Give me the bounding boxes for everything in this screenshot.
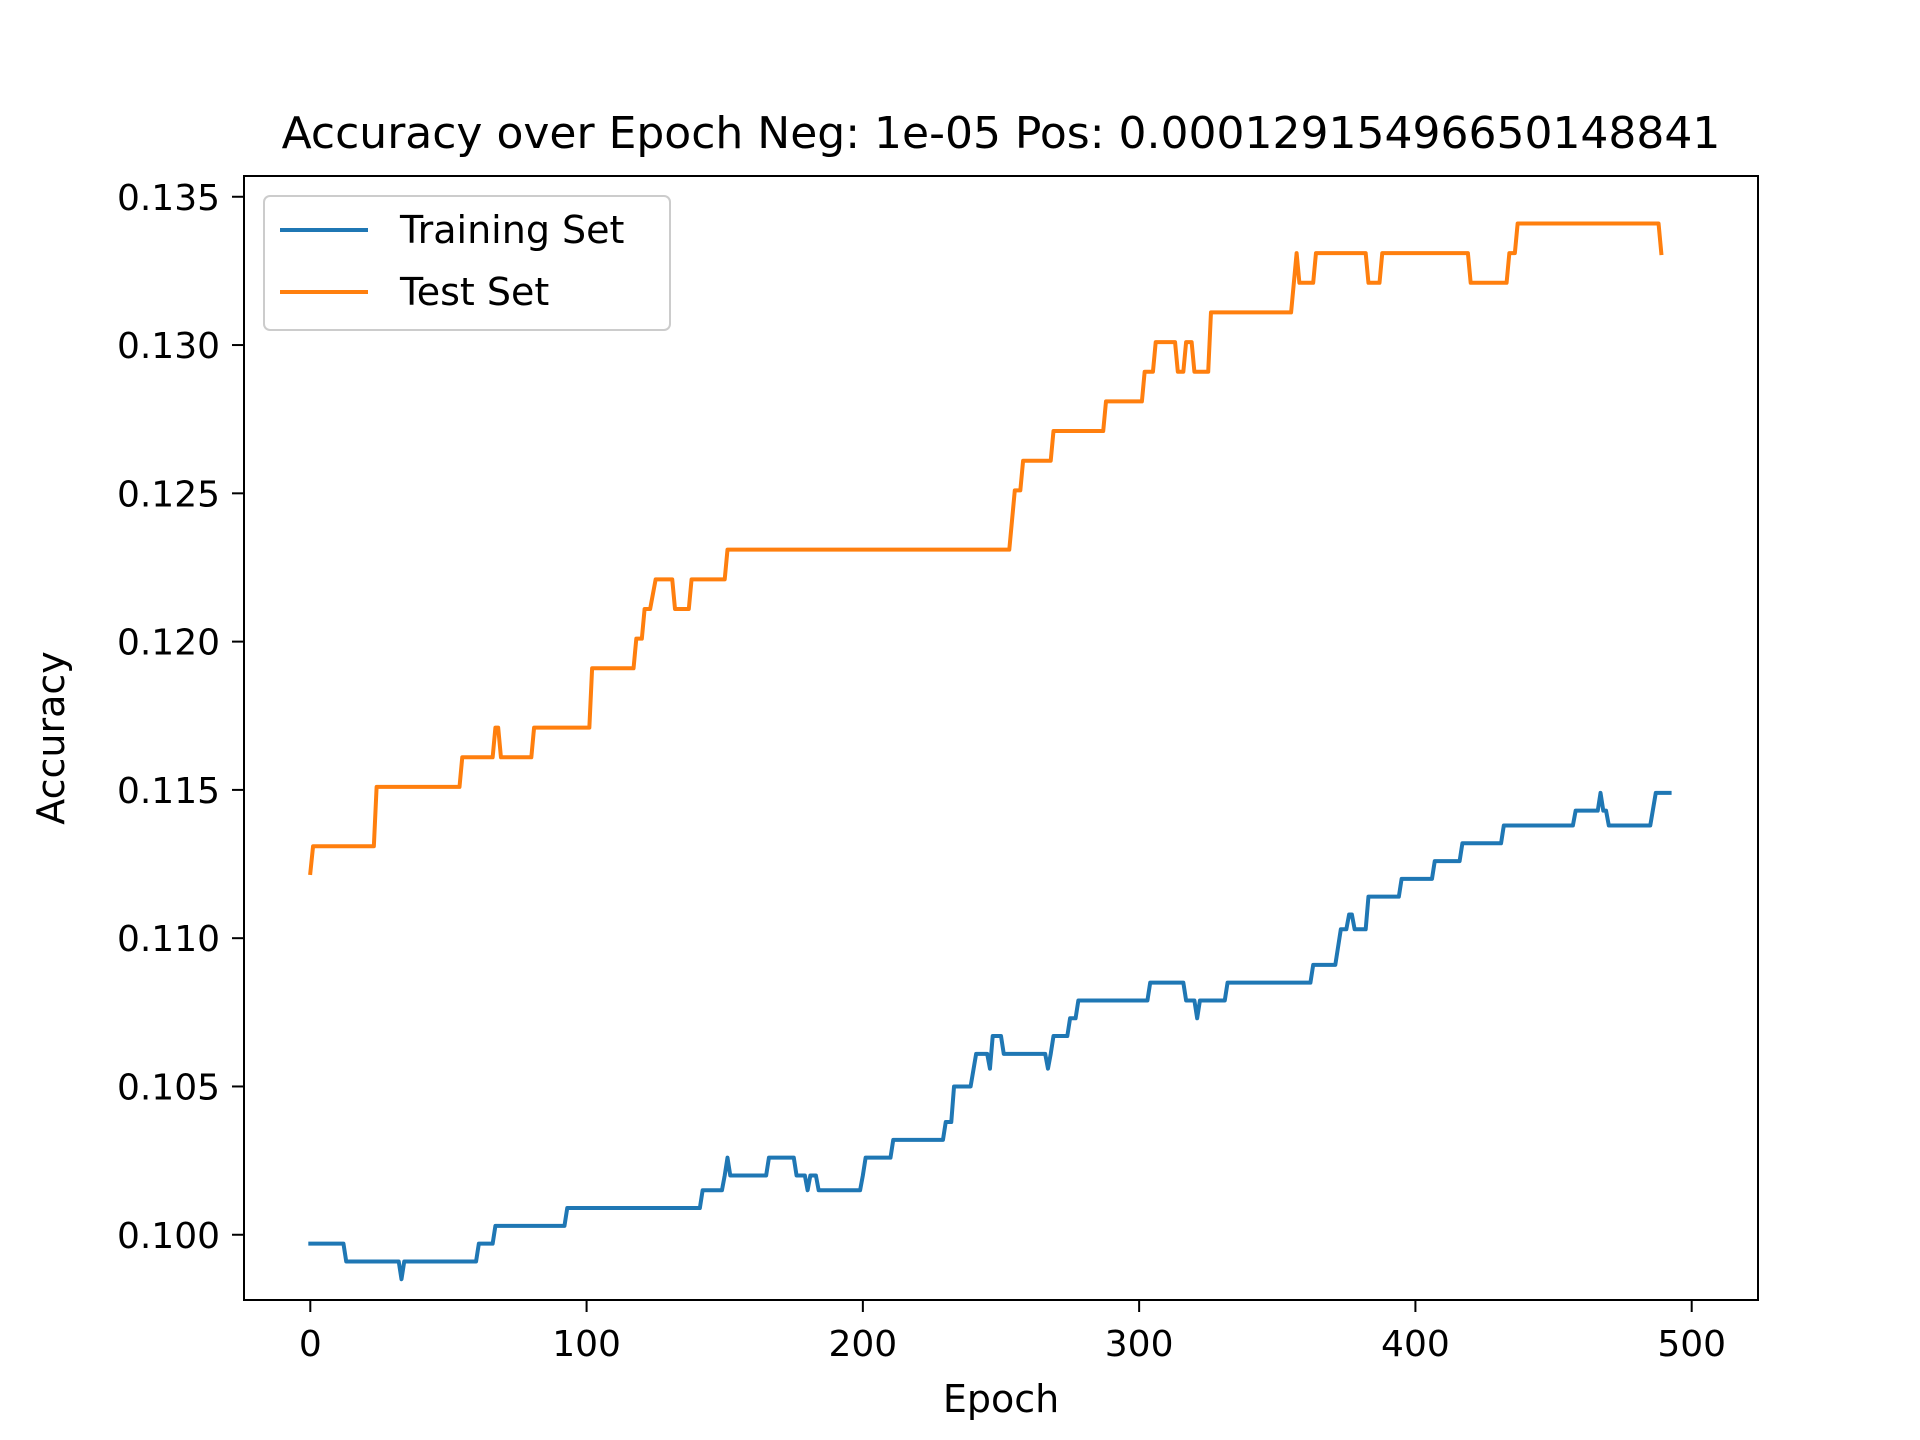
y-tick-label: 0.110 [117,919,220,960]
series-line-training-set [308,790,1672,1282]
legend-entry-label: Training Set [399,208,624,252]
y-tick-label: 0.130 [117,326,220,367]
x-tick-label: 100 [552,1324,621,1365]
y-tick-label: 0.125 [117,474,220,515]
chart-title: Accuracy over Epoch Neg: 1e-05 Pos: 0.00… [282,108,1721,159]
y-tick-label: 0.100 [117,1216,220,1257]
x-tick-label: 200 [829,1324,898,1365]
x-tick-label: 500 [1657,1324,1726,1365]
x-axis-label: Epoch [943,1377,1059,1421]
y-tick-label: 0.135 [117,178,220,219]
y-tick-label: 0.120 [117,623,220,664]
y-axis: 0.100 0.105 0.110 0.115 0.120 0.125 0.130 0.135 [117,178,244,1257]
x-axis: 0 100 200 300 400 500 [299,1300,1726,1365]
series-layer [308,221,1672,1282]
y-tick-label: 0.105 [117,1067,220,1108]
legend: Training Set Test Set [263,195,671,331]
plot-frame [243,175,1759,1301]
y-tick-label: 0.115 [117,771,220,812]
x-tick-label: 400 [1381,1324,1450,1365]
series-line-test-set [308,221,1664,876]
legend-entry-label: Test Set [399,270,549,314]
y-axis-label: Accuracy [29,651,73,825]
x-tick-label: 0 [299,1324,322,1365]
x-tick-label: 300 [1105,1324,1174,1365]
